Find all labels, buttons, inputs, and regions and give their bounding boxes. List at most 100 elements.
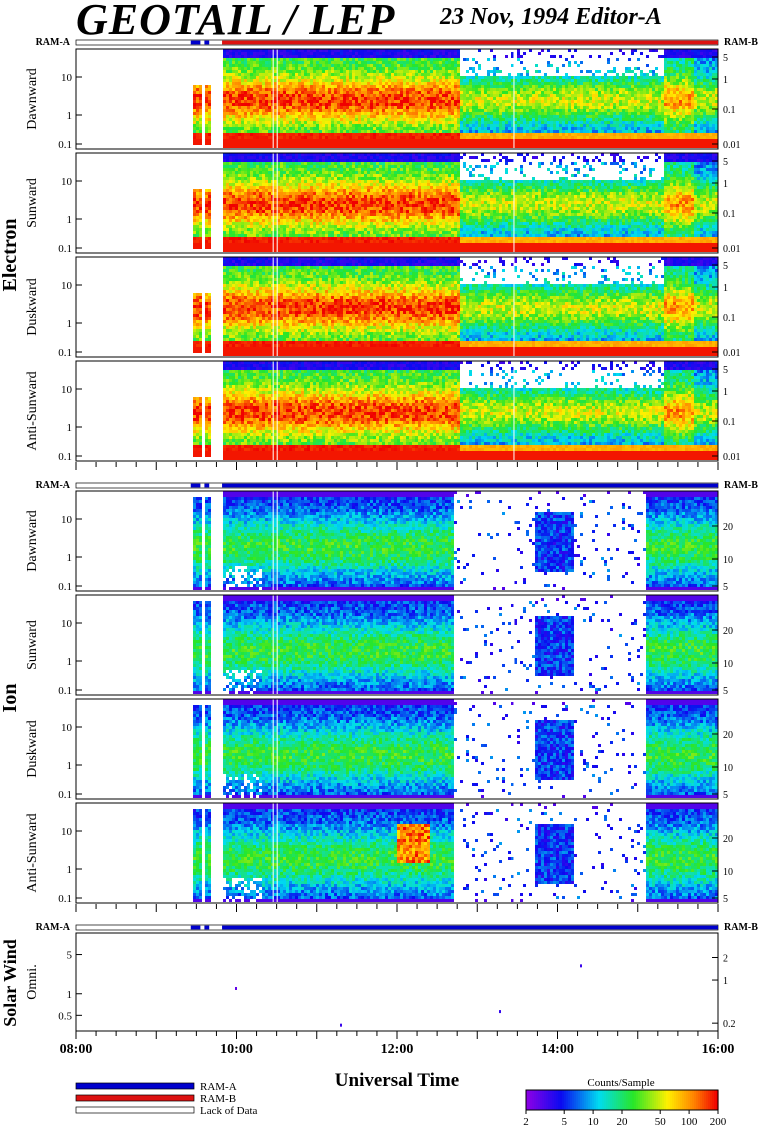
data-cell <box>268 133 271 136</box>
data-cell <box>193 97 196 100</box>
data-cell <box>199 106 202 109</box>
data-cell <box>247 127 250 130</box>
data-cell <box>253 121 256 124</box>
data-cell <box>274 112 277 115</box>
data-cell <box>253 115 256 118</box>
data-cell <box>274 142 277 145</box>
data-cell <box>232 82 235 85</box>
data-cell <box>274 58 277 61</box>
data-cell <box>199 139 202 142</box>
data-cell <box>244 61 247 64</box>
data-cell <box>196 115 199 118</box>
data-cell <box>235 73 238 76</box>
data-cell <box>241 121 244 124</box>
data-cell <box>268 91 271 94</box>
data-cell <box>256 103 259 106</box>
data-cell <box>223 103 226 106</box>
data-cell <box>193 139 196 142</box>
data-cell <box>262 127 265 130</box>
data-cell <box>247 133 250 136</box>
data-cell <box>262 76 265 79</box>
data-cell <box>241 52 244 55</box>
data-cell <box>268 70 271 73</box>
data-cell <box>232 133 235 136</box>
data-cell <box>226 100 229 103</box>
data-cell <box>286 70 289 73</box>
data-cell <box>229 130 232 133</box>
data-cell <box>259 88 262 91</box>
data-cell <box>193 100 196 103</box>
data-cell <box>244 91 247 94</box>
data-cell <box>205 142 208 145</box>
data-cell <box>250 103 253 106</box>
data-cell <box>205 127 208 130</box>
data-cell <box>208 127 211 130</box>
data-cell <box>193 142 196 145</box>
data-cell <box>280 121 283 124</box>
data-cell <box>223 115 226 118</box>
data-cell <box>280 124 283 127</box>
data-cell <box>253 139 256 142</box>
data-cell <box>196 136 199 139</box>
data-cell <box>292 130 295 133</box>
data-cell <box>199 118 202 121</box>
data-cell <box>205 121 208 124</box>
data-cell <box>280 136 283 139</box>
data-cell <box>289 100 292 103</box>
data-cell <box>241 124 244 127</box>
data-cell <box>289 121 292 124</box>
data-cell <box>259 64 262 67</box>
data-cell <box>226 79 229 82</box>
data-cell <box>262 82 265 85</box>
data-cell <box>292 82 295 85</box>
data-cell <box>232 97 235 100</box>
data-cell <box>289 58 292 61</box>
data-cell <box>235 88 238 91</box>
data-cell <box>223 130 226 133</box>
data-cell <box>268 58 271 61</box>
data-cell <box>244 103 247 106</box>
data-cell <box>262 79 265 82</box>
data-cell <box>223 142 226 145</box>
data-cell <box>199 109 202 112</box>
data-cell <box>283 133 286 136</box>
data-cell <box>232 61 235 64</box>
data-cell <box>250 85 253 88</box>
data-cell <box>250 124 253 127</box>
data-cell <box>253 145 256 148</box>
data-cell <box>259 61 262 64</box>
data-cell <box>244 97 247 100</box>
data-cell <box>238 103 241 106</box>
data-cell <box>196 133 199 136</box>
data-cell <box>283 55 286 58</box>
data-cell <box>238 52 241 55</box>
data-cell <box>208 136 211 139</box>
data-cell <box>232 130 235 133</box>
data-cell <box>193 136 196 139</box>
data-cell <box>247 79 250 82</box>
data-cell <box>256 52 259 55</box>
data-cell <box>226 64 229 67</box>
data-cell <box>280 103 283 106</box>
data-cell <box>244 67 247 70</box>
data-cell <box>241 64 244 67</box>
data-cell <box>244 82 247 85</box>
data-cell <box>235 133 238 136</box>
data-cell <box>286 91 289 94</box>
data-cell <box>274 124 277 127</box>
data-cell <box>274 97 277 100</box>
data-cell <box>247 67 250 70</box>
data-cell <box>229 67 232 70</box>
data-cell <box>223 94 226 97</box>
data-cell <box>199 85 202 88</box>
data-cell <box>286 64 289 67</box>
data-cell <box>223 133 226 136</box>
data-cell <box>283 52 286 55</box>
data-cell <box>283 127 286 130</box>
data-cell <box>223 67 226 70</box>
data-cell <box>208 91 211 94</box>
data-cell <box>253 133 256 136</box>
data-cell <box>229 100 232 103</box>
data-cell <box>259 103 262 106</box>
data-cell <box>268 139 271 142</box>
